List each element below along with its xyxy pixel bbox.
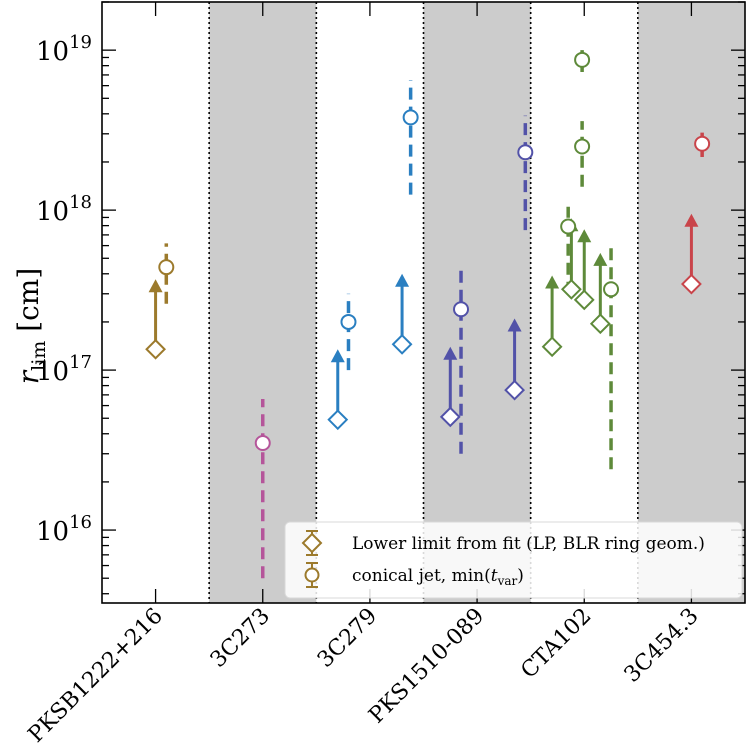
circle-point-CTA102 — [574, 51, 591, 68]
legend-diamond-marker — [301, 532, 323, 554]
y-axis-label: rlim [cm] — [12, 268, 50, 385]
diamond-point-CTA102 — [541, 336, 563, 358]
limit-arrow-head-CTA102 — [577, 229, 592, 243]
category-label-3C279: 3C279 — [313, 604, 382, 673]
circle-point-PKS1510-089 — [517, 144, 534, 161]
diamond-point-3C279 — [327, 409, 349, 431]
plot-frame — [101, 1, 746, 604]
circle-point-3C273 — [254, 435, 271, 452]
limit-arrow-head-3C454.3 — [684, 213, 699, 227]
diamond-point-3C279 — [391, 333, 413, 355]
limit-arrow-head-3C279 — [395, 273, 410, 287]
shaded-band-PKS1510-089 — [423, 2, 531, 603]
limit-arrow-head-PKSB1222+216 — [148, 279, 163, 293]
legend-box — [284, 521, 743, 599]
category-label-PKSB1222+216: PKSB1222+216 — [24, 604, 168, 748]
legend: Lower limit from fit (LP, BLR ring geom.… — [284, 521, 743, 599]
y-tick-labels: 1016 1017 1018 1019 — [36, 32, 92, 547]
y-tick-label: 1017 — [36, 352, 92, 387]
category-label-3C454.3: 3C454.3 — [620, 604, 704, 688]
limit-arrow-head-PKS1510-089 — [443, 346, 458, 360]
limit-arrow-head-CTA102 — [593, 252, 608, 266]
limit-arrow-head-PKS1510-089 — [507, 318, 522, 332]
diamond-point-PKSB1222+216 — [145, 338, 166, 360]
circle-point-3C279 — [402, 109, 419, 126]
category-separators — [208, 2, 639, 603]
limit-arrow-head-CTA102 — [545, 275, 560, 289]
diamond-point-CTA102 — [589, 313, 611, 335]
legend-circle-marker — [304, 567, 320, 583]
category-label-3C273: 3C273 — [206, 604, 275, 673]
circle-point-PKSB1222+216 — [158, 259, 175, 276]
circle-point-CTA102 — [574, 138, 591, 155]
diamond-point-CTA102 — [560, 278, 582, 300]
y-tick-label: 1019 — [36, 32, 92, 67]
circle-point-CTA102 — [560, 218, 577, 235]
circle-point-3C454.3 — [694, 135, 711, 152]
circle-point-PKS1510-089 — [453, 301, 470, 318]
legend-label-conical-jet: conical jet, min(tvar) — [352, 566, 524, 588]
category-label-CTA102: CTA102 — [516, 604, 596, 684]
plot-marks — [145, 50, 711, 579]
y-tick-label: 1016 — [36, 512, 92, 547]
legend-label-lower-limit: Lower limit from fit (LP, BLR ring geom.… — [352, 534, 705, 554]
shaded-band-3C454.3 — [637, 2, 745, 603]
circle-point-CTA102 — [603, 281, 620, 298]
diamond-point-CTA102 — [573, 289, 595, 311]
limit-arrow-head-3C279 — [330, 349, 345, 363]
diamond-point-PKS1510-089 — [504, 379, 526, 401]
shaded-band-3C273 — [209, 2, 317, 603]
shaded-bands — [209, 2, 745, 603]
y-tick-label: 1018 — [36, 192, 92, 227]
diamond-point-3C454.3 — [681, 273, 702, 295]
circle-point-3C279 — [340, 313, 357, 330]
diamond-point-PKS1510-089 — [439, 406, 461, 428]
axes — [101, 1, 746, 604]
category-label-PKS1510-089: PKS1510-089 — [364, 604, 489, 729]
